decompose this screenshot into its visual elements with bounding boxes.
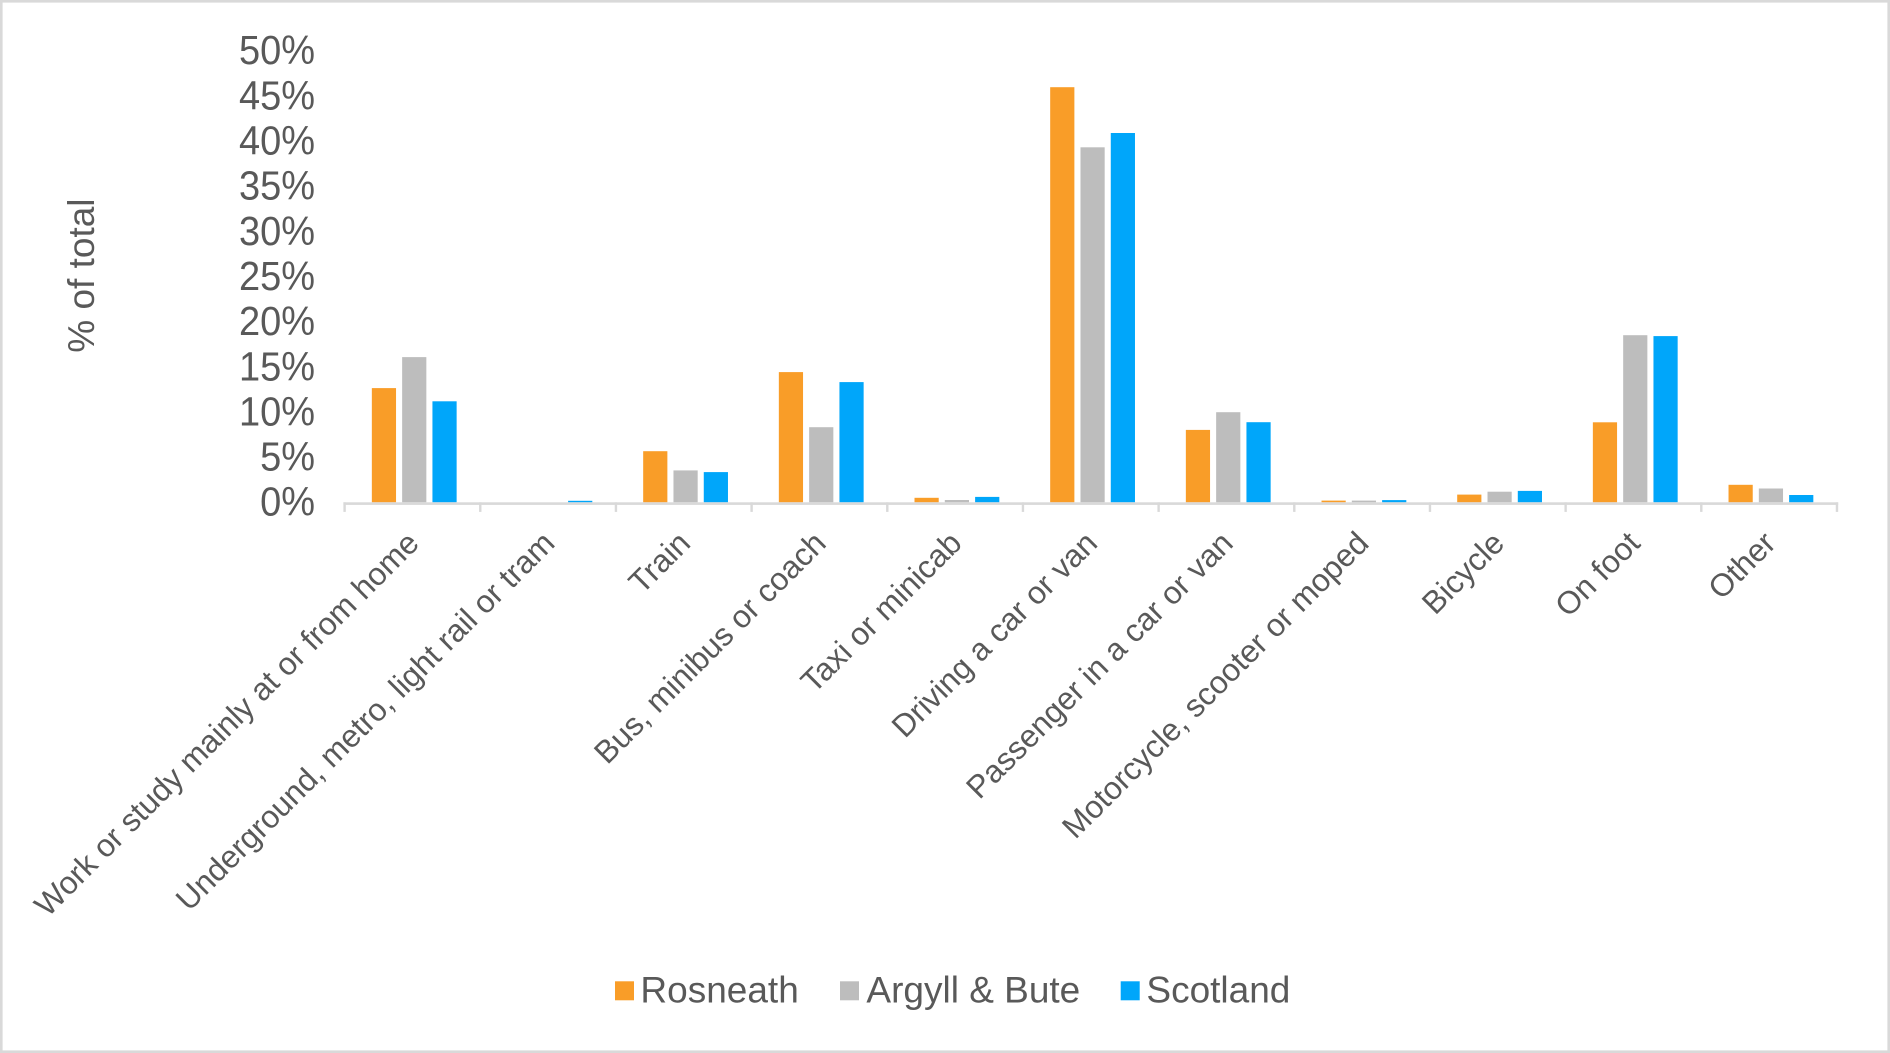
svg-text:5%: 5%: [260, 434, 315, 480]
svg-text:Argyll & Bute: Argyll & Bute: [866, 969, 1080, 1010]
svg-text:Rosneath: Rosneath: [640, 969, 798, 1010]
svg-text:10%: 10%: [239, 389, 315, 435]
svg-text:40%: 40%: [239, 118, 315, 164]
svg-text:50%: 50%: [239, 28, 315, 74]
svg-text:15%: 15%: [239, 344, 315, 390]
svg-text:% of total: % of total: [61, 198, 102, 352]
svg-text:30%: 30%: [239, 208, 315, 254]
svg-text:25%: 25%: [239, 254, 315, 300]
svg-text:45%: 45%: [239, 73, 315, 119]
svg-text:20%: 20%: [239, 299, 315, 345]
svg-text:0%: 0%: [260, 479, 315, 525]
svg-text:35%: 35%: [239, 163, 315, 209]
svg-text:Scotland: Scotland: [1146, 969, 1290, 1010]
